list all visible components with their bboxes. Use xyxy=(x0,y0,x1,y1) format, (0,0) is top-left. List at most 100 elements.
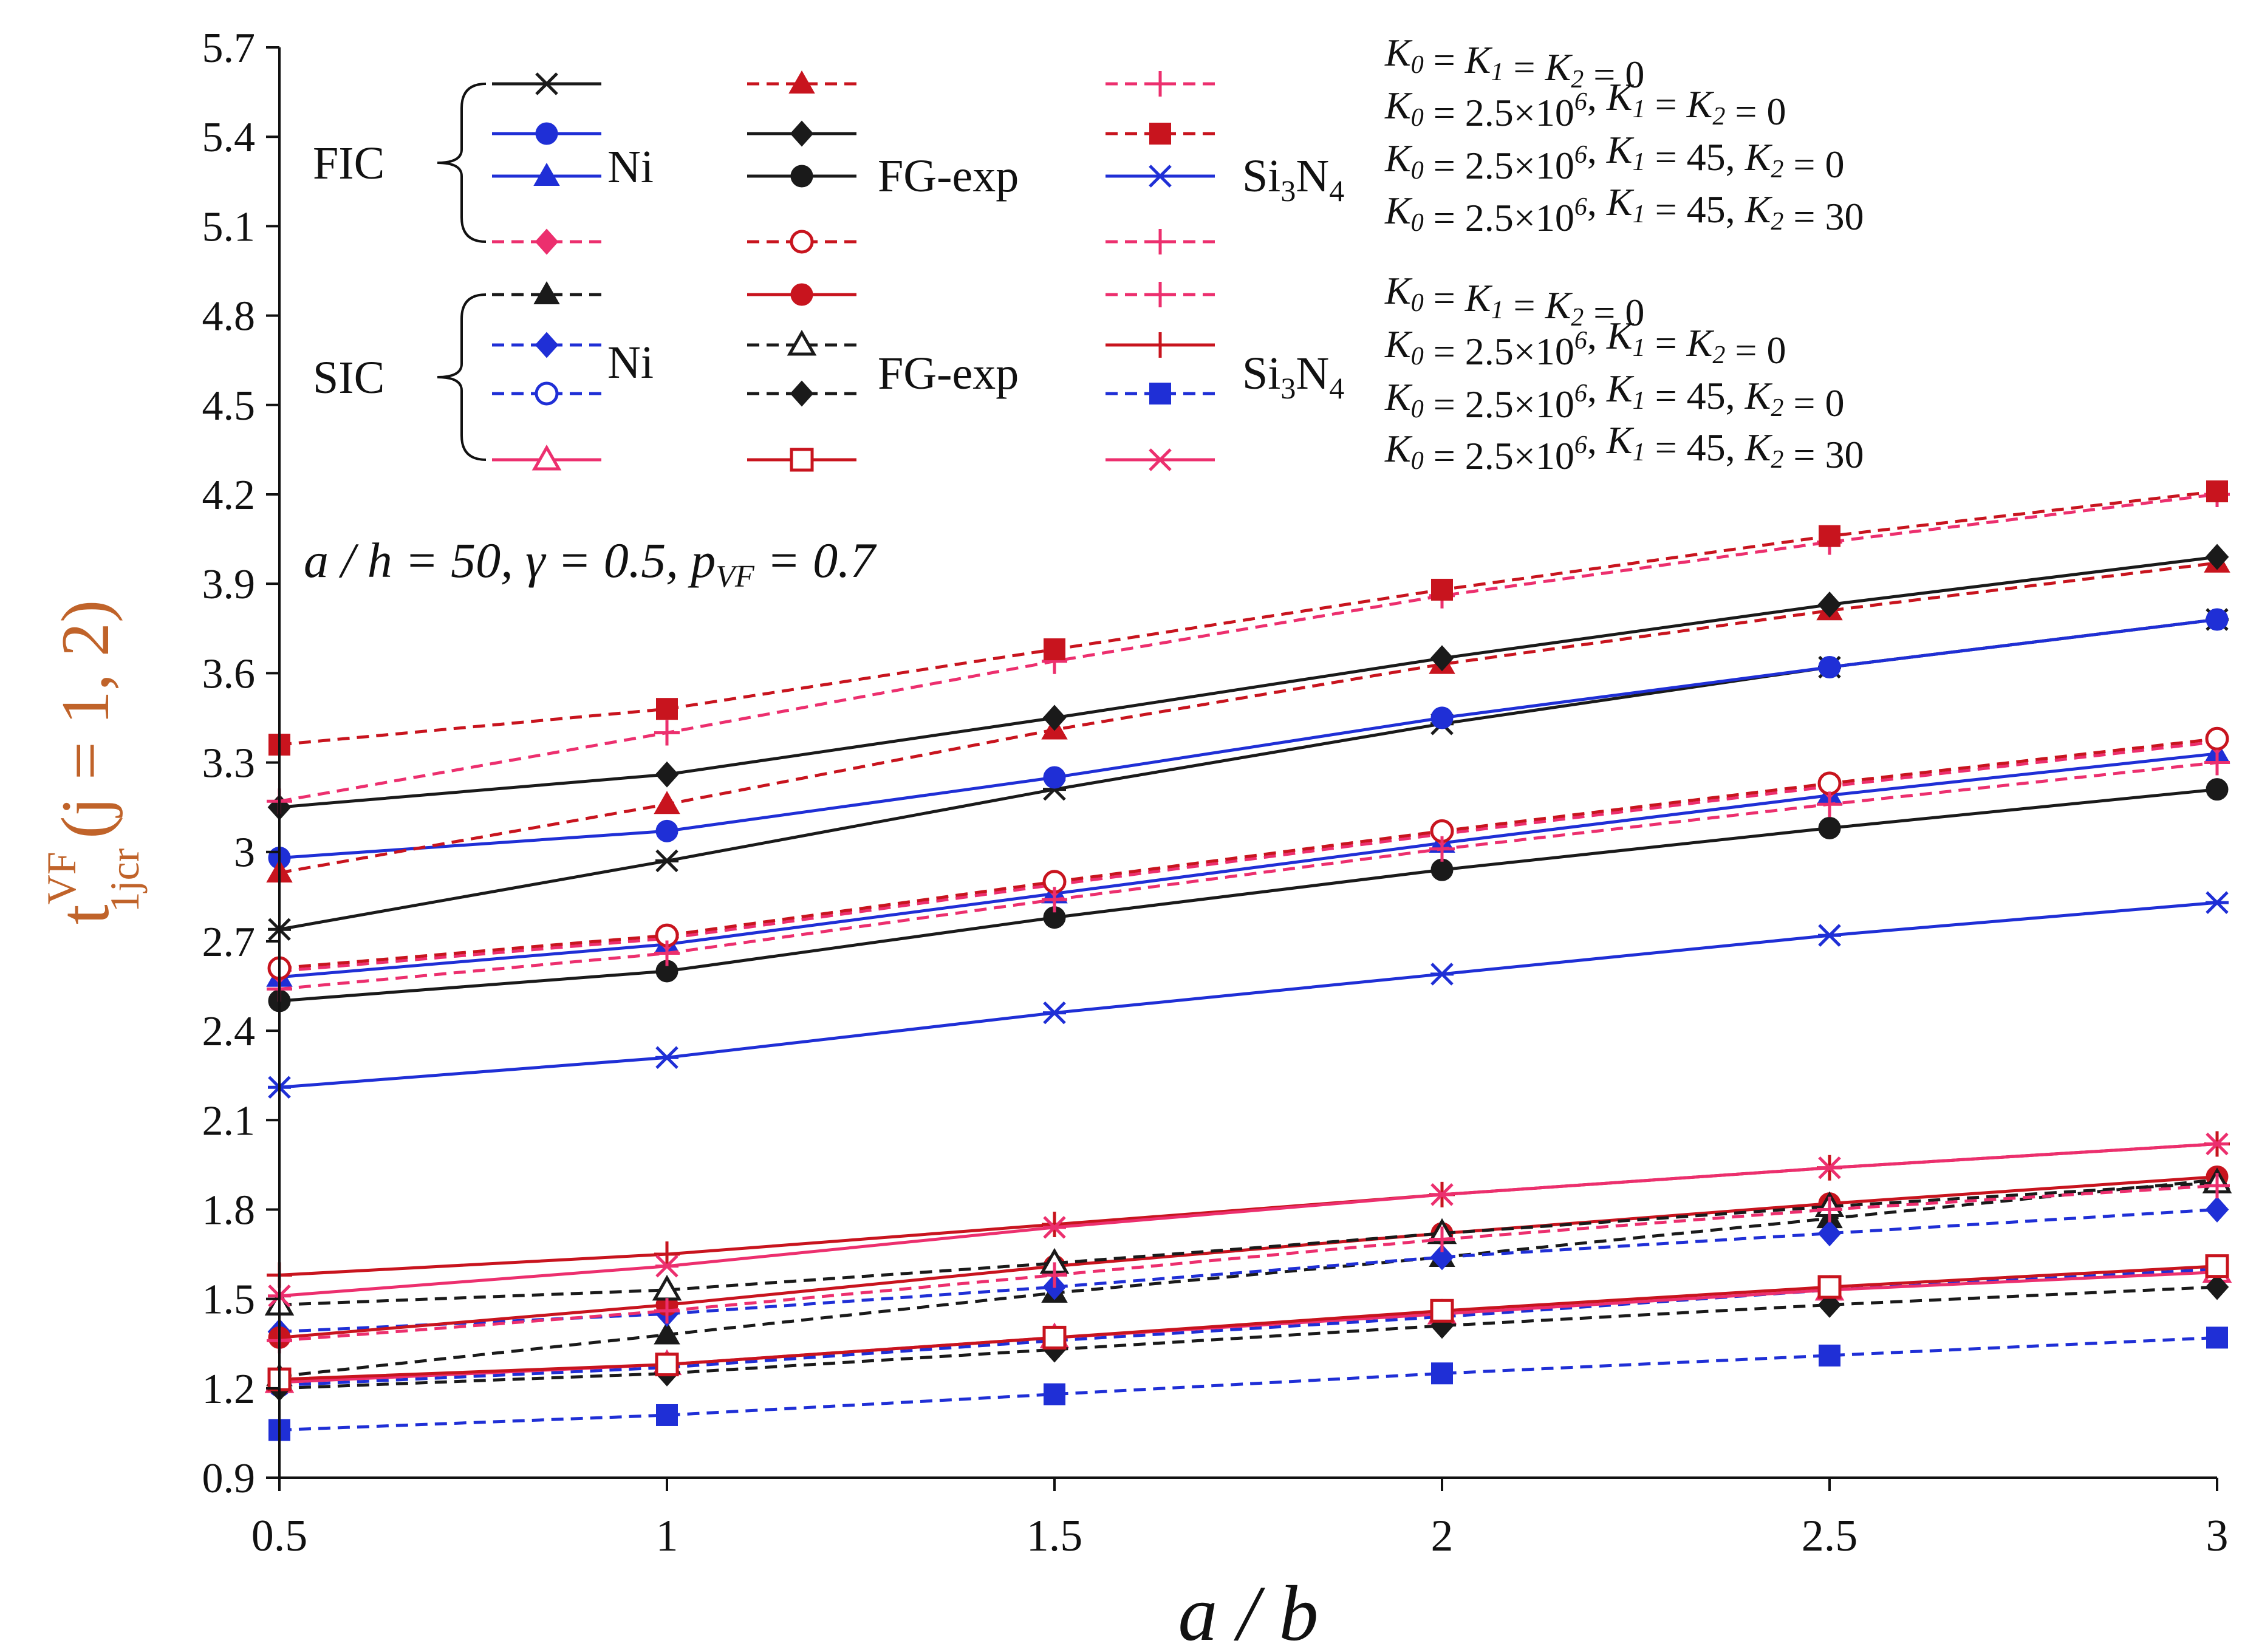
legend-swatch xyxy=(747,70,856,94)
legend-swatch xyxy=(747,283,856,306)
legend-material-label: Ni xyxy=(607,142,654,193)
legend-swatch xyxy=(1106,71,1215,97)
data-point xyxy=(1043,1216,1066,1239)
legend-material-label: FG-exp xyxy=(878,151,1019,202)
legend-condition-label: K0 = 2.5×106, K1 = 45, K2 = 0 xyxy=(1384,128,1844,187)
legend-swatch xyxy=(1106,332,1215,358)
data-point xyxy=(655,1046,678,1069)
legend-marker xyxy=(790,120,814,147)
legend-group-label: FIC xyxy=(313,138,384,189)
legend-swatch xyxy=(1106,123,1215,145)
data-point xyxy=(1817,591,1842,618)
legend-marker xyxy=(1147,229,1173,254)
data-point xyxy=(1044,1383,1065,1405)
x-tick-label: 2.5 xyxy=(1802,1511,1858,1561)
y-tick-label: 2.7 xyxy=(202,919,256,966)
data-point xyxy=(1042,1211,1067,1237)
legend-marker xyxy=(535,381,559,406)
y-tick-label: 5.4 xyxy=(202,114,256,161)
legend-bracket xyxy=(437,83,487,243)
legend-marker xyxy=(533,162,560,186)
data-point xyxy=(1430,1299,1454,1323)
data-point xyxy=(2204,749,2230,776)
series-layer xyxy=(264,480,2232,1441)
legend-swatch xyxy=(747,230,856,254)
annotation: a / h = 50, γ = 0.5, pVF = 0.7 xyxy=(304,533,877,594)
legend-swatch xyxy=(492,162,601,186)
data-point xyxy=(2205,1254,2229,1278)
data-point xyxy=(2206,1132,2229,1156)
legend-condition-label: K0 = 2.5×106, K1 = 45, K2 = 30 xyxy=(1384,418,1864,477)
data-point xyxy=(1044,638,1065,661)
data-point xyxy=(2204,1173,2230,1199)
data-point xyxy=(1042,1325,1067,1350)
y-axis-label: tVF 1jcr(j = 1, 2) xyxy=(38,600,148,924)
data-point xyxy=(1430,706,1454,729)
legend-swatch xyxy=(747,448,856,472)
series-line xyxy=(279,752,2218,979)
series-11 xyxy=(268,891,2229,1099)
y-tick-label: 5.7 xyxy=(202,25,256,72)
legend-marker xyxy=(790,448,814,472)
y-tick-label: 4.8 xyxy=(202,293,256,340)
data-point xyxy=(1043,1001,1066,1025)
legend-condition-label: K0 = 2.5×106, K1 = 45, K2 = 30 xyxy=(1384,180,1864,239)
legend-material-label: Ni xyxy=(607,337,654,388)
legend-swatch xyxy=(492,332,601,358)
legend-marker xyxy=(790,380,814,407)
series-line xyxy=(279,561,2218,875)
legend-marker xyxy=(535,72,558,95)
legend-swatch xyxy=(1106,383,1215,404)
legend-marker xyxy=(788,70,815,94)
legend-swatch xyxy=(1106,165,1215,188)
data-point xyxy=(656,1404,678,1426)
x-axis-label: a / b xyxy=(1178,1570,1318,1652)
series-line xyxy=(279,1265,2218,1381)
data-point xyxy=(2205,1196,2229,1223)
y-tick-label: 3.6 xyxy=(202,650,256,697)
data-point xyxy=(1817,791,1842,817)
series-line xyxy=(279,1142,2218,1298)
y-tick-label: 4.2 xyxy=(202,472,256,519)
legend-bracket xyxy=(437,293,487,461)
data-point xyxy=(654,940,680,966)
legend-swatch xyxy=(492,228,601,255)
legend-marker xyxy=(535,228,559,255)
series-line xyxy=(279,1336,2218,1432)
legend-marker xyxy=(535,332,559,358)
legend-marker xyxy=(790,283,813,306)
legend-swatch xyxy=(492,381,601,406)
legend-swatch xyxy=(1106,448,1215,471)
y-tick-label: 1.8 xyxy=(202,1187,256,1234)
data-point xyxy=(655,1353,679,1377)
legend-condition-label: K0 = 2.5×106, K1 = K2 = 0 xyxy=(1384,75,1786,134)
x-tick-label: 2 xyxy=(1431,1511,1454,1561)
data-point xyxy=(1817,1196,1842,1223)
data-point xyxy=(1431,1362,1453,1385)
legend-marker xyxy=(790,165,813,188)
legend-condition-label: K0 = K1 = K2 = 0 xyxy=(1384,31,1644,96)
y-tick-label: 0.9 xyxy=(202,1455,256,1502)
data-point xyxy=(1042,1262,1067,1288)
y-tick-label: 5.1 xyxy=(202,203,256,250)
data-point xyxy=(2206,608,2229,631)
data-point xyxy=(1430,1244,1454,1271)
legend-swatch xyxy=(747,120,856,147)
data-point xyxy=(1817,771,1842,796)
data-point xyxy=(655,761,679,788)
data-point xyxy=(2205,726,2229,751)
series-line xyxy=(279,761,2218,991)
legend-marker xyxy=(533,281,560,304)
data-point xyxy=(1817,1275,1842,1299)
y-tick-label: 3.9 xyxy=(202,561,256,608)
y-tick-label: 1.5 xyxy=(202,1277,256,1323)
legend-swatch xyxy=(747,329,856,356)
y-tick-label: 3 xyxy=(234,830,255,876)
data-point xyxy=(2206,891,2229,914)
series-6 xyxy=(267,544,2229,821)
data-point xyxy=(655,849,678,873)
data-point xyxy=(1819,525,1840,547)
series-line xyxy=(279,788,2218,1003)
legend-marker xyxy=(1147,282,1173,307)
data-point xyxy=(1431,578,1453,601)
